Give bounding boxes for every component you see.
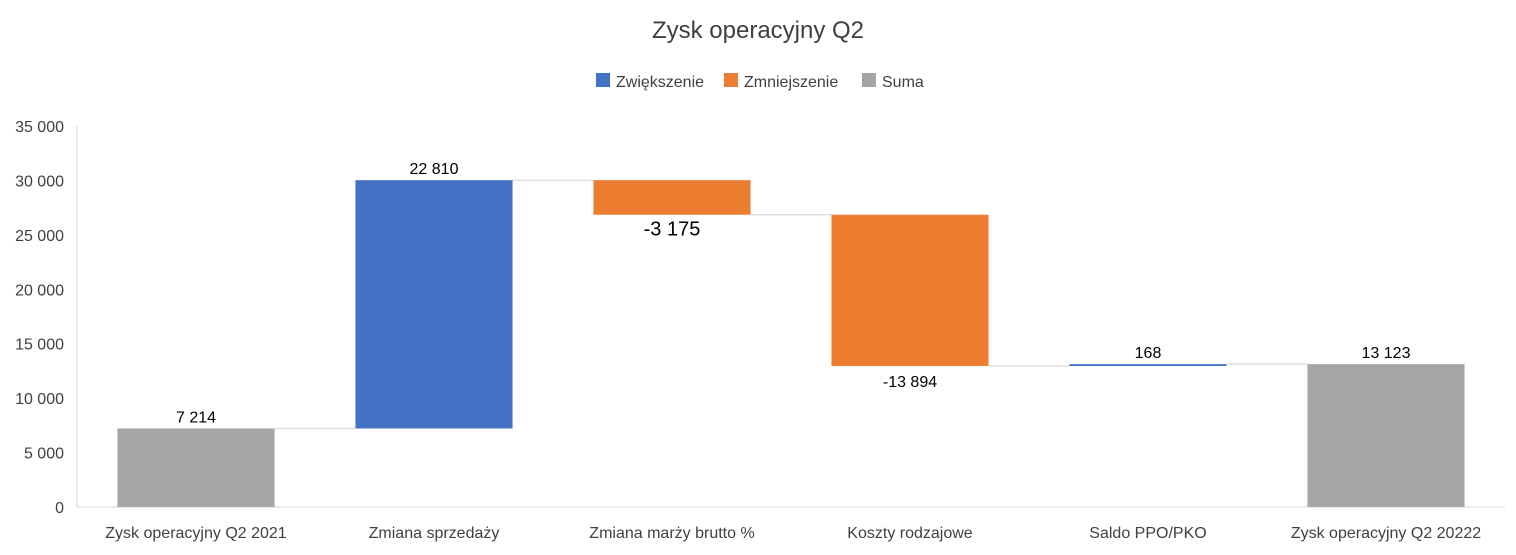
legend: Zwiększenie Zmniejszenie Suma (596, 73, 924, 91)
x-tick-label: Saldo PPO/PKO (1089, 525, 1206, 542)
x-tick-label: Zysk operacyjny Q2 20222 (1291, 525, 1481, 542)
y-tick-label: 0 (55, 500, 64, 517)
x-tick-label: Zmiana marży brutto % (589, 525, 754, 542)
y-tick-label: 15 000 (15, 337, 64, 354)
bars (117, 180, 1465, 507)
legend-label-increase: Zwiększenie (616, 74, 704, 91)
bar-total (1307, 364, 1465, 507)
chart-title: Zysk operacyjny Q2 (652, 17, 864, 44)
bar-decrease (831, 214, 989, 366)
legend-swatch-increase (596, 73, 610, 87)
x-tick-label: Koszty rodzajowe (847, 525, 972, 542)
x-tick-label: Zysk operacyjny Q2 2021 (105, 525, 287, 542)
y-tick-label: 10 000 (15, 391, 64, 408)
bar-increase (355, 180, 513, 429)
data-label: 22 810 (410, 161, 459, 178)
data-label: 7 214 (176, 409, 216, 426)
bar-increase (1069, 364, 1227, 366)
y-tick-label: 20 000 (15, 282, 64, 299)
y-tick-label: 25 000 (15, 228, 64, 245)
legend-label-total: Suma (882, 74, 924, 91)
data-label: -13 894 (883, 374, 937, 391)
data-label: 168 (1135, 345, 1162, 362)
connectors (274, 179, 1308, 430)
y-tick-label: 30 000 (15, 173, 64, 190)
legend-label-decrease: Zmniejszenie (744, 74, 838, 91)
legend-swatch-decrease (724, 73, 738, 87)
x-tick-label: Zmiana sprzedaży (369, 525, 500, 542)
data-label: 13 123 (1362, 345, 1411, 362)
data-label: -3 175 (644, 219, 701, 241)
y-tick-label: 5 000 (24, 446, 64, 463)
bar-decrease (593, 180, 751, 215)
y-tick-label: 35 000 (15, 119, 64, 136)
data-labels: 7 214 22 810 -3 175 -13 894 168 13 123 (176, 161, 1411, 426)
legend-swatch-total (862, 73, 876, 87)
bar-total (117, 428, 275, 507)
axes: 0 5 000 10 000 15 000 20 000 25 000 30 000 35 0… (15, 119, 1505, 542)
